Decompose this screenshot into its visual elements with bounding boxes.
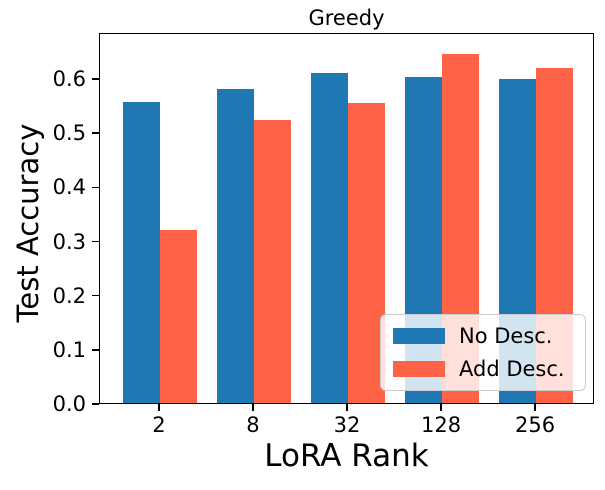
- y-tick-mark-0.4: [92, 186, 99, 189]
- legend-swatch-add-desc: [393, 361, 445, 377]
- legend-label-no-desc: No Desc.: [459, 324, 553, 348]
- y-tick-mark-0.6: [92, 78, 99, 80]
- bar-add-desc-rank-32: [348, 103, 385, 403]
- y-tick-label-0.5: 0.5: [52, 121, 86, 146]
- x-tick-label-2: 2: [152, 413, 166, 437]
- y-tick-label-0.2: 0.2: [52, 283, 86, 308]
- y-tick-label-0.0: 0.0: [52, 392, 86, 416]
- x-tick-mark-256: [534, 404, 536, 411]
- plot-area: No Desc. Add Desc.: [99, 33, 594, 404]
- x-tick-mark-2: [158, 404, 160, 411]
- bar-add-desc-rank-2: [160, 230, 197, 403]
- bar-add-desc-rank-8: [254, 120, 291, 403]
- bar-no-desc-rank-2: [123, 102, 160, 403]
- y-tick-mark-0.5: [92, 132, 99, 134]
- y-tick-mark-0.0: [92, 403, 99, 405]
- x-tick-mark-128: [440, 404, 442, 411]
- legend: No Desc. Add Desc.: [380, 314, 586, 391]
- y-tick-label-0.3: 0.3: [52, 229, 86, 254]
- x-tick-label-8: 8: [246, 413, 260, 437]
- legend-item-no-desc: No Desc.: [393, 324, 573, 348]
- legend-swatch-no-desc: [393, 328, 445, 344]
- x-tick-mark-8: [252, 404, 254, 411]
- chart-title: Greedy: [308, 6, 385, 30]
- bar-no-desc-rank-32: [311, 73, 348, 403]
- y-tick-mark-0.3: [92, 240, 99, 243]
- x-tick-label-128: 128: [420, 413, 462, 437]
- x-axis-label: LoRA Rank: [264, 438, 429, 474]
- legend-label-add-desc: Add Desc.: [459, 357, 565, 381]
- y-tick-mark-0.1: [92, 349, 99, 351]
- x-tick-label-256: 256: [515, 413, 556, 437]
- legend-item-add-desc: Add Desc.: [393, 357, 573, 381]
- y-tick-label-0.4: 0.4: [52, 175, 86, 200]
- y-tick-mark-0.2: [92, 294, 99, 297]
- y-tick-label-0.6: 0.6: [52, 67, 86, 92]
- x-tick-label-32: 32: [333, 413, 361, 437]
- y-tick-label-0.1: 0.1: [52, 337, 86, 362]
- x-tick-mark-32: [346, 404, 348, 411]
- bar-no-desc-rank-8: [217, 89, 254, 403]
